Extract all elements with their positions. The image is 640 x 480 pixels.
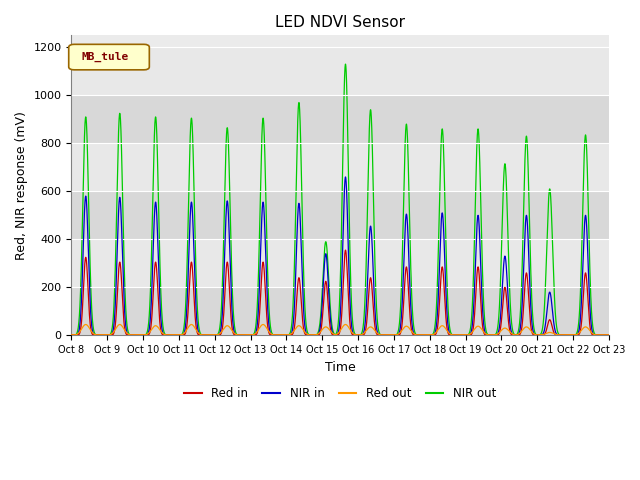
Bar [72,144,609,192]
Bar [72,96,609,144]
FancyBboxPatch shape [68,44,149,70]
Bar [72,240,609,288]
Y-axis label: Red, NIR response (mV): Red, NIR response (mV) [15,111,28,260]
X-axis label: Time: Time [324,360,355,373]
Bar [72,48,609,96]
Text: MB_tule: MB_tule [81,52,129,62]
Bar [72,288,609,336]
Title: LED NDVI Sensor: LED NDVI Sensor [275,15,405,30]
Legend: Red in, NIR in, Red out, NIR out: Red in, NIR in, Red out, NIR out [179,382,500,404]
Bar [72,192,609,240]
